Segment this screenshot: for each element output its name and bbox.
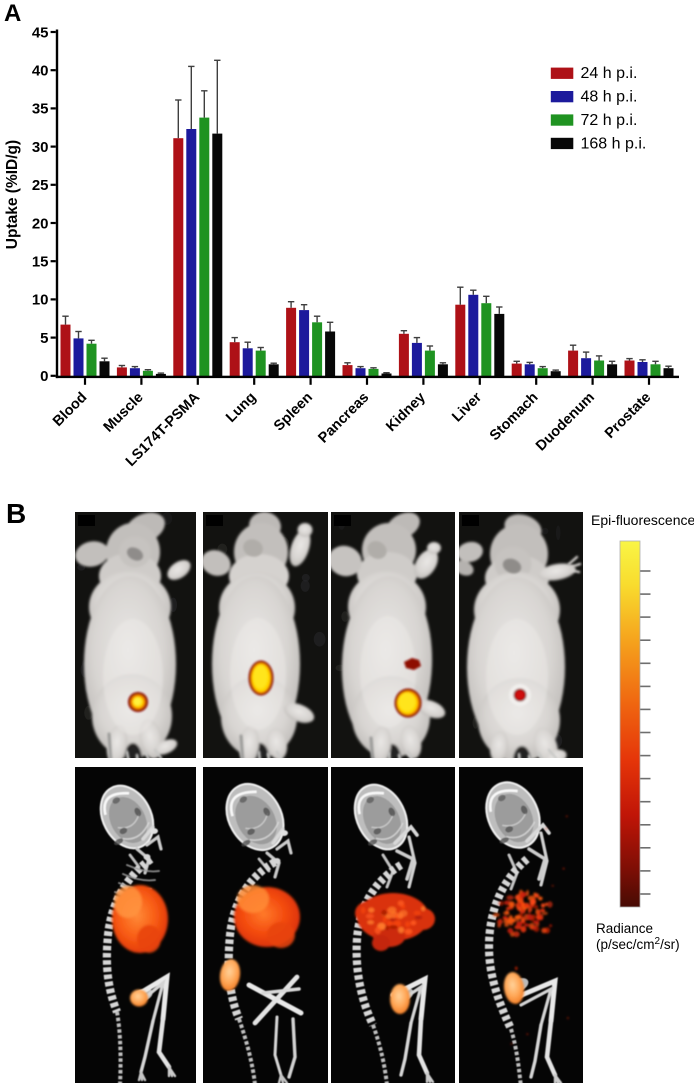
- svg-text:Spleen: Spleen: [271, 390, 316, 435]
- svg-text:(p/sec/cm2/sr): (p/sec/cm2/sr): [596, 936, 680, 952]
- svg-text:72 h p.i.: 72 h p.i.: [581, 112, 638, 129]
- svg-text:15: 15: [32, 254, 49, 271]
- svg-text:Pancreas: Pancreas: [315, 390, 372, 447]
- svg-text:Blood: Blood: [50, 390, 90, 430]
- svg-text:Epi-fluorescence: Epi-fluorescence: [591, 512, 694, 528]
- svg-text:A: A: [4, 0, 21, 27]
- svg-text:Kidney: Kidney: [383, 390, 428, 435]
- svg-text:Lung: Lung: [223, 390, 259, 426]
- svg-text:45: 45: [32, 24, 49, 41]
- svg-text:5: 5: [40, 330, 48, 347]
- svg-text:48 h p.i.: 48 h p.i.: [581, 89, 638, 106]
- svg-text:0: 0: [40, 368, 48, 385]
- svg-text:35: 35: [32, 101, 49, 118]
- svg-text:168 h p.i.: 168 h p.i.: [581, 135, 647, 152]
- svg-text:20: 20: [32, 215, 49, 232]
- svg-text:Prostate: Prostate: [602, 390, 654, 442]
- svg-text:24 h p.i.: 24 h p.i.: [581, 65, 638, 82]
- svg-text:Duodenum: Duodenum: [533, 390, 598, 455]
- svg-text:40: 40: [32, 63, 49, 80]
- svg-text:Liver: Liver: [449, 389, 485, 425]
- svg-text:30: 30: [32, 139, 49, 156]
- svg-text:Radiance: Radiance: [596, 921, 653, 936]
- svg-text:25: 25: [32, 177, 49, 194]
- svg-text:B: B: [6, 498, 26, 529]
- svg-text:Stomach: Stomach: [487, 390, 542, 445]
- svg-text:10: 10: [32, 292, 49, 309]
- svg-text:Muscle: Muscle: [101, 390, 147, 436]
- svg-text:Uptake (%ID/g): Uptake (%ID/g): [4, 140, 21, 249]
